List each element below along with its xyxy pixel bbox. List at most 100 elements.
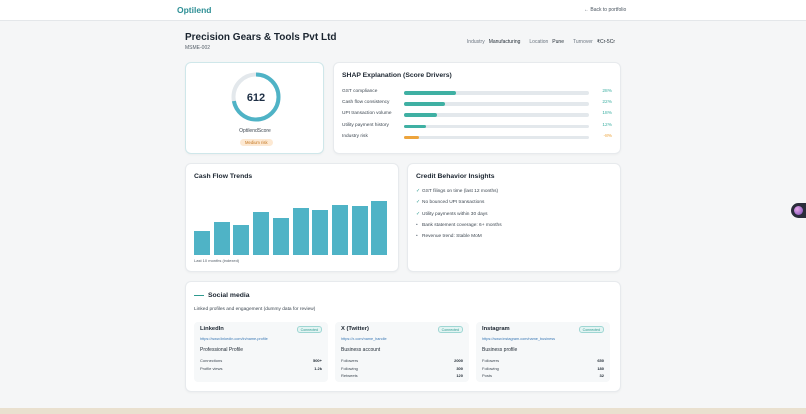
insight-item: ✓ No bounced UPI transactions: [416, 200, 484, 205]
profile-stat-value: 300: [456, 365, 463, 371]
cashflow-bar: [194, 231, 210, 255]
profile-status-badge: Connected: [437, 326, 463, 333]
check-icon: ✓: [416, 211, 421, 217]
company-meta: Industry Manufacturing Location Pune Tur…: [467, 39, 620, 45]
profile-stat-value: 32: [599, 373, 604, 379]
score-label: OptilendScore: [239, 128, 271, 134]
social-subtitle: Linked profiles and engagement (dummy da…: [194, 307, 316, 312]
profile-stat-label: Following: [482, 365, 499, 371]
profile-stat-label: Followers: [341, 358, 359, 363]
insight-item: ✓ GST filings on time (last 12 months): [416, 189, 498, 194]
shap-bar-track: [404, 135, 589, 140]
shap-row: Utility payment history 12%: [342, 123, 612, 130]
profile-stat: Following 300: [341, 366, 463, 371]
profile-stat: Retweets 120: [341, 373, 463, 378]
profile-stat-value: 500+: [312, 358, 322, 363]
profile-stat: Followers 650: [482, 358, 604, 363]
cashflow-bar: [213, 222, 230, 255]
meta-location-value: Pune: [552, 39, 564, 45]
assistant-orb-icon: [794, 206, 803, 215]
meta-industry-value: Manufacturing: [488, 39, 521, 45]
shap-factor-name: Cash flow consistency: [342, 100, 390, 106]
cashflow-title: Cash Flow Trends: [194, 173, 253, 180]
score-card: 612 OptilendScore Medium risk: [185, 62, 324, 154]
meta-turnover-label: Turnover: [572, 39, 593, 45]
profile-stat-label: Followers: [482, 358, 500, 363]
profile-stat-value: 120: [456, 373, 463, 379]
profile-platform-name: LinkedIn: [200, 326, 224, 332]
cashflow-bar: [312, 209, 329, 255]
shap-bar-fill: [404, 91, 456, 95]
profile-status-badge: Connected: [578, 326, 604, 333]
profile-status-badge: Connected: [296, 326, 322, 333]
profile-platform-name: Instagram: [482, 326, 510, 332]
shap-bar-track: [404, 91, 589, 95]
profile-stat: Profile views 1.2k: [200, 366, 322, 371]
profile-stat-label: Connections: [200, 358, 223, 363]
shap-factor-value: 18%: [602, 111, 612, 117]
cashflow-bar: [292, 208, 309, 255]
profile-url-link[interactable]: https://x.com/name_handle: [341, 337, 387, 341]
company-id: MSME-002: [185, 45, 211, 51]
shap-factor-name: GST compliance: [342, 89, 378, 94]
score-value: 612: [247, 92, 265, 104]
section-accent-line: [194, 295, 204, 296]
shap-bar-fill: [404, 135, 419, 140]
bottom-strip: [0, 408, 806, 414]
cashflow-bar: [351, 205, 368, 255]
top-bar: Optilend ← Back to portfolio: [0, 0, 806, 21]
profile-stat: Followers 2000: [341, 358, 463, 363]
profile-stat-label: Following: [341, 365, 358, 371]
insight-item: ✓ Utility payments within 30 days: [416, 212, 488, 217]
shap-bar-fill: [404, 102, 445, 106]
company-name: Precision Gears & Tools Pvt Ltd: [185, 32, 337, 43]
shap-row: Cash flow consistency 22%: [342, 100, 612, 107]
profile-stat-value: 2000: [454, 358, 463, 363]
cashflow-chart: [194, 192, 391, 255]
shap-bar-fill: [404, 124, 427, 129]
shap-factor-value: -8%: [603, 133, 612, 139]
profile-stat-label: Posts: [482, 373, 493, 379]
check-icon: ✓: [416, 200, 421, 206]
profile-platform-name: X (Twitter): [341, 326, 369, 332]
shap-row: Industry risk -8%: [342, 134, 612, 141]
insights-card: Credit Behavior Insights ✓ GST filings on…: [407, 163, 621, 272]
cashflow-bar: [253, 212, 270, 255]
shap-row: GST compliance 28%: [342, 89, 612, 96]
profile-type: Professional Profile: [200, 347, 244, 353]
profile-type: Business profile: [482, 347, 518, 353]
bullet-icon: •: [416, 234, 418, 240]
social-card: Social media Linked profiles and engagem…: [185, 281, 621, 392]
social-title: Social media: [208, 292, 250, 299]
bullet-icon: •: [416, 222, 418, 228]
profile-stat: Posts 32: [482, 373, 604, 378]
cashflow-card: Cash Flow Trends Last 10 months (indexed…: [185, 163, 399, 272]
back-to-portfolio-link[interactable]: ← Back to portfolio: [584, 7, 627, 13]
profile-stat: Connections 500+: [200, 358, 322, 363]
insight-item: • Revenue trend: Stable MoM: [416, 234, 482, 239]
shap-bar-fill: [404, 113, 438, 117]
social-profile-card: X (Twitter) Connected https://x.com/name_h…: [335, 322, 469, 382]
brand-logo[interactable]: Optilend: [177, 5, 212, 15]
meta-location-label: Location: [529, 39, 549, 45]
assistant-launcher-button[interactable]: [791, 203, 806, 218]
shap-row: UPI transaction volume 18%: [342, 111, 612, 118]
insight-text: No bounced UPI transactions: [422, 200, 485, 206]
insights-title: Credit Behavior Insights: [416, 173, 495, 180]
profile-url-link[interactable]: https://www.instagram.com/name_business: [482, 337, 556, 341]
shap-factor-value: 22%: [602, 100, 612, 106]
profile-stat-value: 650: [597, 358, 604, 363]
risk-badge: Medium risk: [240, 139, 273, 146]
shap-card: SHAP Explanation (Score Drivers) GST com…: [333, 62, 621, 154]
cashflow-bar: [371, 201, 388, 255]
shap-bar-track: [404, 124, 589, 129]
shap-factor-name: UPI transaction volume: [342, 111, 392, 117]
meta-turnover-value: ₹Cr-5Cr: [596, 39, 615, 45]
meta-industry-label: Industry: [466, 39, 485, 45]
profile-url-link[interactable]: https://www.linkedin.com/in/name-profile: [200, 337, 268, 341]
cashflow-bar: [233, 224, 250, 255]
insight-text: Bank statement coverage: 6+ months: [422, 222, 502, 228]
shap-factor-name: Utility payment history: [342, 122, 389, 128]
insight-text: GST filings on time (last 12 months): [422, 189, 499, 194]
shap-factor-value: 28%: [602, 89, 612, 94]
